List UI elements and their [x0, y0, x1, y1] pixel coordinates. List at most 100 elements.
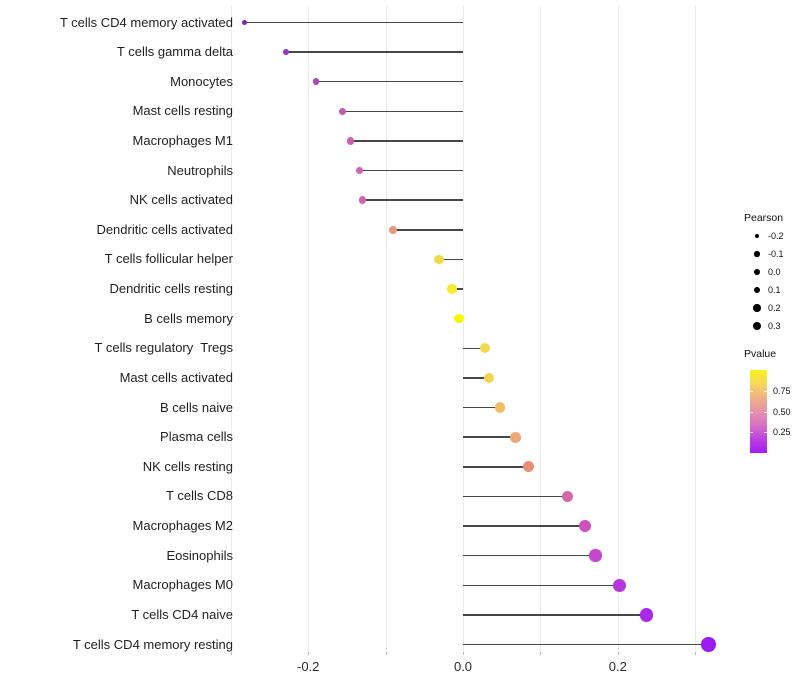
- pvalue-bar-tick: [764, 390, 767, 392]
- pvalue-legend-title: Pvalue: [744, 348, 777, 360]
- pearson-size-swatch: [752, 321, 762, 331]
- category-label: T cells gamma delta: [116, 44, 233, 60]
- lollipop-stem: [393, 229, 463, 231]
- pvalue-bar-tick: [750, 390, 753, 392]
- category-label: Mast cells activated: [119, 369, 233, 385]
- category-label: B cells memory: [144, 310, 233, 326]
- pvalue-tick-label: 0.75: [773, 385, 791, 396]
- lollipop-stem: [439, 258, 463, 261]
- lollipop-dot: [701, 637, 716, 652]
- pvalue-bar-tick: [764, 411, 767, 413]
- x-tick-label: -0.2: [296, 659, 320, 674]
- category-label: T cells regulatory Tregs: [94, 340, 233, 356]
- x-axis-tick: [385, 652, 387, 655]
- pvalue-tick-label: 0.50: [773, 406, 791, 417]
- pearson-size-swatch: [754, 233, 760, 239]
- category-label: Dendritic cells activated: [96, 221, 233, 237]
- category-label: Macrophages M1: [132, 132, 233, 148]
- x-axis-tick: [695, 652, 697, 655]
- pvalue-gradient-bar: [750, 370, 767, 453]
- category-label: T cells CD4 naive: [131, 606, 233, 622]
- category-label: Macrophages M0: [132, 577, 233, 593]
- lollipop-stem: [359, 169, 463, 172]
- lollipop-dot: [589, 549, 602, 562]
- x-axis-tick: [230, 652, 232, 655]
- lollipop-dot: [447, 284, 457, 294]
- lollipop-dot: [639, 608, 654, 622]
- lollipop-stem: [463, 377, 490, 379]
- grid-line: [230, 6, 232, 652]
- lollipop-dot: [242, 19, 248, 26]
- lollipop-stem: [463, 525, 586, 527]
- lollipop-dot: [338, 107, 346, 115]
- category-label: B cells naive: [160, 399, 233, 415]
- pearson-legend-title: Pearson: [744, 212, 784, 224]
- category-label: NK cells activated: [129, 192, 233, 208]
- x-axis-tick: [463, 652, 464, 655]
- lollipop-dot: [454, 313, 464, 324]
- pearson-size-label: 0.1: [768, 285, 781, 295]
- pearson-size-label: 0.0: [768, 267, 781, 277]
- lollipop-dot: [434, 254, 444, 264]
- lollipop-dot: [484, 372, 495, 383]
- lollipop-dot: [347, 137, 355, 145]
- pearson-size-swatch: [753, 286, 761, 294]
- category-label: Mast cells resting: [132, 103, 233, 119]
- category-label: T cells follicular helper: [104, 251, 233, 267]
- lollipop-stem: [463, 495, 568, 498]
- pvalue-bar-tick: [750, 411, 753, 413]
- lollipop-dot: [282, 49, 289, 56]
- grid-line: [385, 6, 387, 652]
- lollipop-dot: [389, 225, 398, 234]
- category-label: Dendritic cells resting: [109, 281, 233, 297]
- lollipop-stem: [342, 110, 463, 113]
- category-label: Plasma cells: [160, 429, 233, 445]
- lollipop-stem: [285, 51, 463, 53]
- lollipop-stem: [463, 436, 516, 438]
- grid-line: [540, 6, 542, 652]
- lollipop-dot: [358, 196, 367, 204]
- pearson-size-swatch: [754, 251, 760, 257]
- category-label: T cells CD8: [166, 488, 233, 504]
- x-tick-label: 0.0: [453, 659, 473, 674]
- pearson-size-label: -0.2: [768, 231, 784, 241]
- lollipop-stem: [463, 406, 501, 409]
- lollipop-stem: [452, 288, 463, 290]
- pvalue-bar-tick: [764, 432, 767, 434]
- lollipop-stem: [244, 21, 463, 24]
- lollipop-dot: [480, 343, 491, 354]
- grid-line: [695, 6, 697, 652]
- lollipop-stem: [463, 347, 486, 350]
- pearson-size-swatch: [754, 269, 760, 275]
- lollipop-dot: [612, 578, 626, 592]
- category-label: Monocytes: [170, 73, 233, 89]
- x-axis-tick: [308, 652, 310, 655]
- lollipop-stem: [362, 199, 463, 201]
- lollipop-dot: [561, 490, 574, 503]
- lollipop-dot: [312, 78, 320, 85]
- x-tick-label: 0.2: [608, 659, 627, 674]
- lollipop-stem: [350, 140, 463, 142]
- category-label: T cells CD4 memory activated: [59, 14, 233, 30]
- lollipop-stem: [315, 80, 463, 83]
- category-label: Eosinophils: [166, 547, 234, 563]
- lollipop-dot: [494, 402, 506, 413]
- category-label: T cells CD4 memory resting: [72, 636, 233, 652]
- category-label: Neutrophils: [167, 162, 233, 178]
- lollipop-dot: [579, 519, 592, 533]
- pearson-size-swatch: [753, 304, 761, 312]
- lollipop-dot: [355, 166, 363, 175]
- lollipop-stem: [463, 584, 620, 587]
- pvalue-bar-tick: [750, 432, 753, 434]
- pearson-size-label: 0.2: [768, 303, 781, 313]
- grid-line: [463, 6, 464, 652]
- category-label: NK cells resting: [142, 458, 233, 474]
- lollipop-stem: [463, 614, 647, 616]
- pearson-size-label: 0.3: [768, 321, 781, 331]
- x-axis-tick: [540, 652, 542, 655]
- lollipop-stem: [463, 466, 529, 468]
- lollipop-stem: [463, 554, 596, 557]
- lollipop-dot: [510, 431, 521, 443]
- grid-line: [308, 6, 310, 652]
